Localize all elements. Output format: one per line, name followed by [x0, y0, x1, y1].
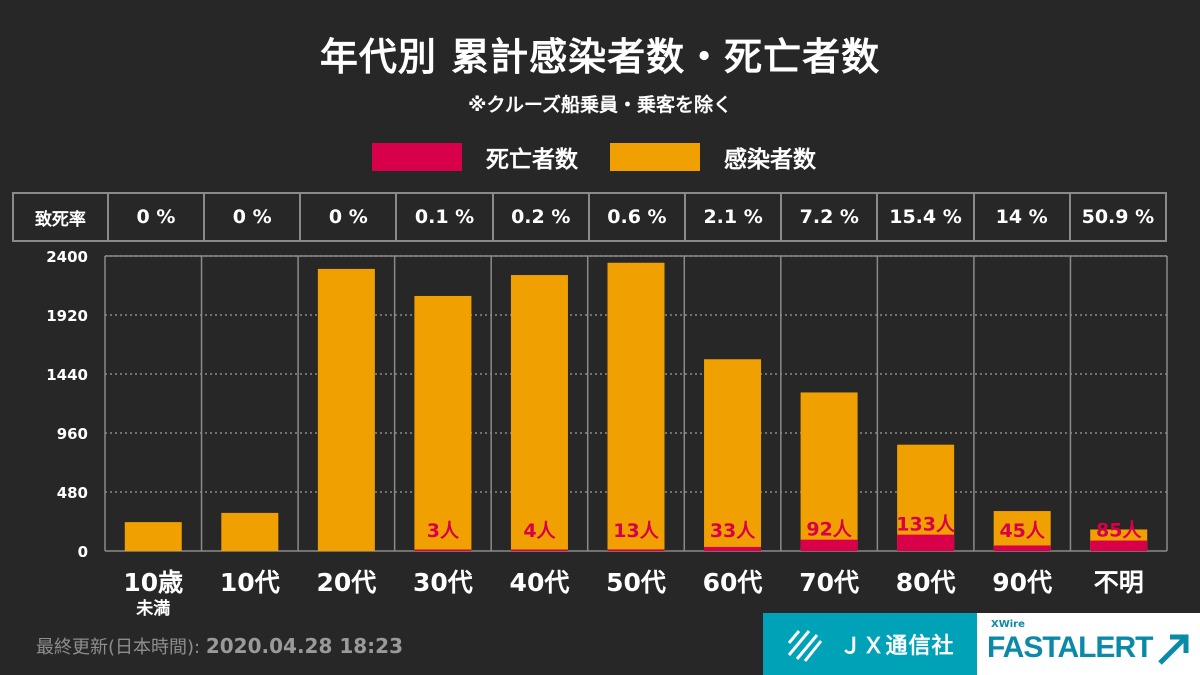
death-data-label: 92人: [806, 519, 852, 541]
bar-infections: [607, 262, 665, 551]
death-data-label: 45人: [999, 520, 1045, 542]
chart-subtitle: ※クルーズ船乗員・乗客を除く: [468, 94, 732, 116]
x-category-label: 10歳: [123, 568, 183, 597]
x-category-label: 60代: [703, 568, 763, 597]
arrow-icon: [1158, 634, 1189, 665]
legend-swatch-deaths: [372, 143, 462, 171]
bar-infections: [510, 275, 568, 551]
last-updated-label: 最終更新(日本時間):: [36, 637, 201, 658]
jx-mark-icon: [788, 630, 823, 662]
y-tick-label: 0: [78, 543, 88, 561]
xwire-text: XWire: [991, 619, 1025, 630]
fatality-rate-header: 致死率: [34, 209, 86, 230]
legend-item-deaths: 死亡者数: [372, 140, 578, 174]
x-category-label: 90代: [992, 568, 1052, 597]
fatality-rate-cell: 0 %: [106, 194, 203, 240]
legend-label-deaths: 死亡者数: [486, 147, 578, 173]
fatality-rate-cell: 0.1 %: [395, 194, 491, 240]
fatality-rate-cell: 0 %: [203, 194, 299, 240]
y-tick-label: 960: [57, 425, 88, 443]
bar-deaths: [510, 549, 568, 551]
bar-deaths: [704, 546, 762, 551]
x-category-label: 30代: [413, 568, 473, 597]
fatality-rate-cell: 0.2 %: [491, 194, 588, 240]
bar-deaths: [414, 549, 472, 551]
bar-infections: [704, 359, 762, 551]
fastalert-logo: XWire FASTALERT: [977, 613, 1200, 675]
death-data-label: 4人: [523, 520, 556, 542]
fatality-rate-cell: 14 %: [972, 194, 1069, 240]
jx-logo-text: ＪＸ通信社: [839, 634, 955, 659]
y-tick-label: 1440: [46, 366, 88, 384]
death-data-label: 133人: [896, 514, 956, 536]
bar-deaths: [607, 549, 665, 551]
jx-logo: ＪＸ通信社: [763, 613, 977, 675]
legend: 死亡者数 感染者数: [0, 140, 1200, 174]
last-updated-time: 2020.04.28 18:23: [205, 634, 403, 658]
last-updated: 最終更新(日本時間): 2020.04.28 18:23: [36, 633, 403, 659]
fatality-rate-cell: 0 %: [299, 194, 395, 240]
bar-deaths: [897, 534, 955, 551]
bar-deaths: [993, 545, 1051, 551]
bar-infections: [317, 268, 375, 551]
bar-infections: [993, 511, 1051, 551]
x-category-label-sub: 未満: [135, 598, 170, 619]
fastalert-text: FASTALERT: [987, 631, 1153, 664]
fatality-rate-cell: 0.6 %: [587, 194, 684, 240]
x-category-label: 70代: [799, 568, 859, 597]
legend-swatch-infections: [610, 143, 700, 171]
x-category-label: 40代: [510, 568, 570, 597]
fatality-rate-cell: 50.9 %: [1068, 194, 1165, 240]
y-tick-label: 480: [57, 484, 88, 502]
bar-infections: [897, 444, 955, 551]
y-tick-label: 1920: [46, 307, 88, 325]
fatality-rate-cell: 2.1 %: [684, 194, 780, 240]
chart-title: 年代別 累計感染者数・死亡者数: [319, 35, 881, 79]
bar-deaths: [800, 539, 858, 551]
bar-infections: [414, 295, 472, 551]
death-data-label: 3人: [427, 520, 460, 542]
legend-label-infections: 感染者数: [724, 147, 816, 173]
x-category-label: 80代: [896, 568, 956, 597]
fatality-rate-cell: 7.2 %: [780, 194, 876, 240]
death-data-label: 13人: [613, 520, 659, 542]
bar-infections: [221, 512, 279, 551]
bar-infections: [800, 392, 858, 551]
x-category-label: 50代: [606, 568, 666, 597]
x-category-label: 20代: [316, 568, 376, 597]
x-category-label: 10代: [220, 568, 280, 597]
x-category-label: 不明: [1094, 568, 1144, 597]
fatality-rate-row: 致死率 0 % 0 % 0 % 0.1 % 0.2 % 0.6 % 2.1 % …: [12, 192, 1167, 242]
legend-item-infections: 感染者数: [610, 140, 816, 174]
fatality-rate-cell: 15.4 %: [876, 194, 972, 240]
death-data-label: 85人: [1096, 520, 1142, 542]
death-data-label: 33人: [710, 520, 756, 542]
bar-deaths: [1090, 540, 1148, 551]
y-tick-label: 2400: [46, 248, 88, 266]
bar-infections: [124, 522, 182, 551]
